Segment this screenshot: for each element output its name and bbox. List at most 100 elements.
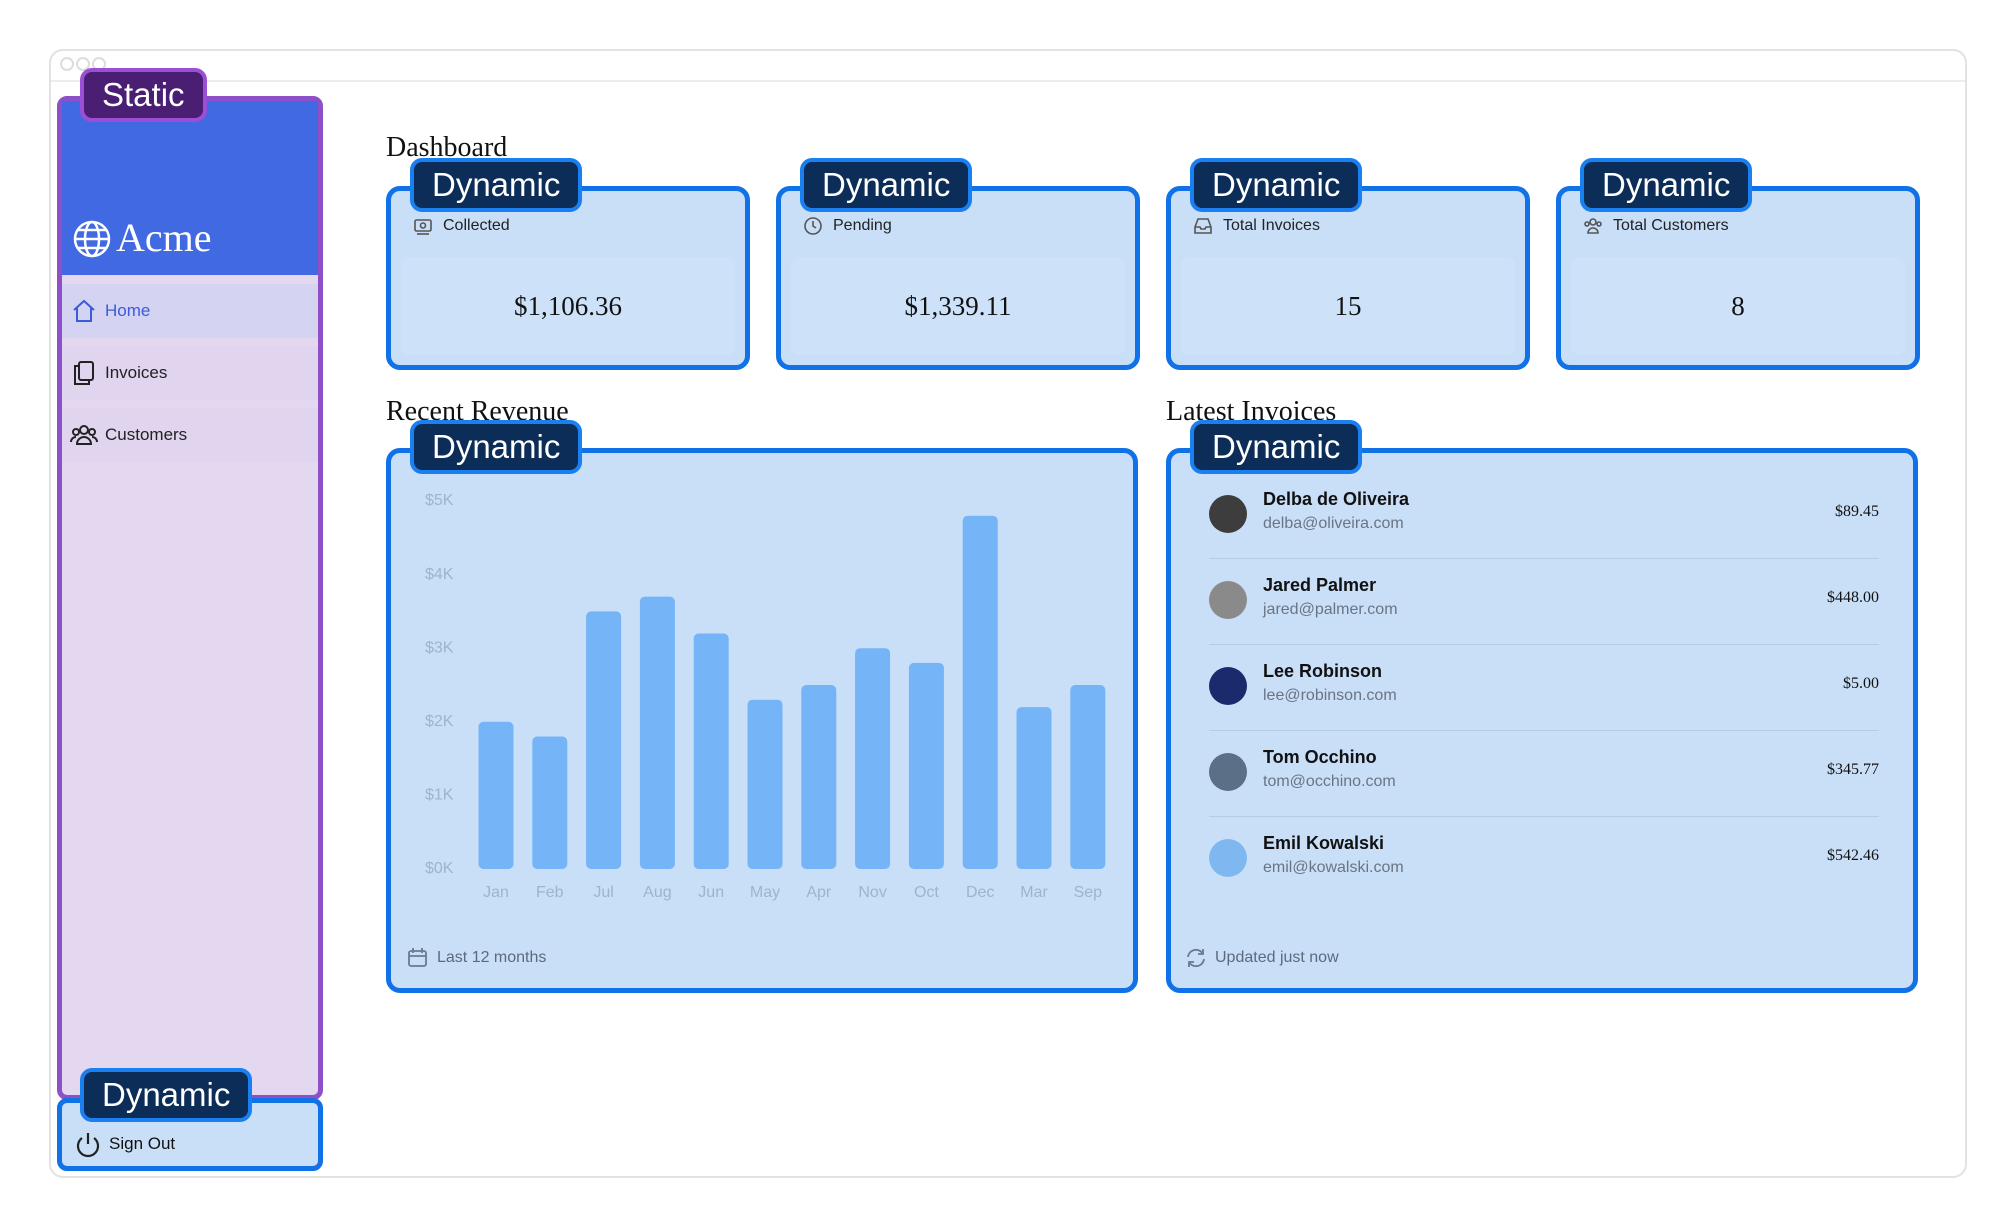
card-value: $1,339.11	[904, 291, 1012, 321]
card-icon	[1194, 218, 1212, 234]
window-frame	[49, 49, 1967, 1178]
invoice-amount: $89.45	[1835, 503, 1879, 520]
invoice-email: delba@oliveira.com	[1263, 515, 1404, 532]
invoices-panel: Delba de Oliveira delba@oliveira.com $89.4…	[1166, 448, 1918, 993]
invoice-amount: $5.00	[1843, 675, 1879, 692]
overlay-tag: Dynamic	[80, 1068, 253, 1122]
invoice-email: emil@kowalski.com	[1263, 859, 1404, 876]
stat-card: Pending $1,339.11	[776, 186, 1140, 370]
invoice-row: Lee Robinson lee@robinson.com $5.00	[1209, 645, 1879, 731]
card-value-area	[1571, 257, 1905, 355]
bar	[478, 721, 514, 869]
invoice-name: Lee Robinson	[1263, 661, 1383, 681]
invoice-row: Delba de Oliveira delba@oliveira.com $89.4…	[1209, 473, 1879, 559]
bar	[801, 685, 837, 869]
x-tick-label: Feb	[536, 884, 564, 901]
card-icon	[1584, 218, 1602, 234]
invoice-amount: $448.00	[1827, 589, 1879, 606]
bar	[908, 662, 944, 869]
invoice-row: Emil Kowalski emil@kowalski.com $542.46	[1209, 817, 1879, 903]
y-tick-label: $0K	[425, 860, 454, 877]
nav-text: Invoices	[105, 363, 168, 382]
x-tick-label: Apr	[806, 884, 832, 901]
invoices-footer: Updated just now	[1215, 949, 1339, 966]
card-value-area	[401, 257, 735, 355]
avatar	[1209, 495, 1247, 533]
bar	[532, 736, 568, 869]
overlay-tag: Static	[80, 68, 207, 122]
stat-card: Collected $1,106.36	[386, 186, 750, 370]
overlay-tag: Dynamic	[410, 420, 583, 474]
invoice-row: Tom Occhino tom@occhino.com $345.77	[1209, 731, 1879, 817]
nav-item[interactable]: Home	[62, 284, 318, 338]
invoice-email: tom@occhino.com	[1263, 773, 1396, 790]
nav-item[interactable]: Customers	[62, 408, 318, 462]
nav-icon	[73, 299, 95, 322]
card-label: Total Customers	[1613, 217, 1729, 234]
nav-item[interactable]: Invoices	[62, 346, 318, 400]
nav-icon	[74, 361, 94, 385]
x-tick-label: May	[750, 884, 780, 901]
bar	[855, 648, 891, 869]
bar	[962, 515, 998, 869]
nav-text: Customers	[105, 425, 188, 444]
bar	[747, 699, 783, 869]
overlay-tag: Dynamic	[1580, 158, 1753, 212]
card-label: Collected	[443, 217, 510, 234]
x-tick-label: Dec	[966, 884, 994, 901]
x-tick-label: Sep	[1074, 884, 1103, 901]
chart-footer: Last 12 months	[437, 949, 547, 966]
overlay-tag: Dynamic	[1190, 420, 1363, 474]
revenue-chart: $0K $1K $2K $3K $4K $5K Jan Feb Jul Aug Jun May Apr N…	[425, 492, 1106, 901]
y-tick-label: $2K	[425, 713, 454, 730]
dashboard-title: Dashboard	[386, 132, 508, 163]
sidebar-nav: Home Invoices Customers	[62, 284, 318, 474]
x-tick-label: Oct	[914, 884, 939, 901]
overlay-tag: Dynamic	[800, 158, 973, 212]
nav-icon	[70, 425, 98, 445]
avatar	[1209, 839, 1247, 877]
overlay-tag: Dynamic	[1190, 158, 1363, 212]
nav-text: Home	[105, 301, 151, 320]
y-tick-label: $5K	[425, 492, 454, 509]
bar	[693, 633, 729, 869]
avatar	[1209, 753, 1247, 791]
avatar	[1209, 667, 1247, 705]
refresh-icon	[1187, 948, 1205, 968]
calendar-icon	[408, 948, 427, 967]
stat-card: Total Invoices 15	[1166, 186, 1530, 370]
overlay-tag: Dynamic	[410, 158, 583, 212]
revenue-panel: $0K $1K $2K $3K $4K $5K Jan Feb Jul Aug Jun May Apr N…	[386, 448, 1138, 993]
bar	[1016, 707, 1052, 869]
x-tick-label: Aug	[643, 884, 671, 901]
sidebar-logo-area	[62, 101, 318, 275]
invoice-name: Tom Occhino	[1263, 747, 1377, 767]
x-tick-label: Jun	[698, 884, 724, 901]
y-tick-label: $3K	[425, 639, 454, 656]
card-value: 8	[1731, 291, 1745, 321]
invoice-amount: $345.77	[1827, 761, 1879, 778]
globe-icon	[73, 220, 111, 258]
sign-out-text: Sign Out	[109, 1134, 176, 1153]
card-icon	[804, 217, 822, 235]
invoice-email: lee@robinson.com	[1263, 687, 1397, 704]
card-value-area	[1181, 257, 1515, 355]
card-label: Pending	[833, 217, 892, 234]
stat-card: Total Customers 8	[1556, 186, 1920, 370]
invoice-name: Delba de Oliveira	[1263, 489, 1410, 509]
card-value-area	[791, 257, 1125, 355]
y-tick-label: $4K	[425, 566, 454, 583]
x-tick-label: Mar	[1020, 884, 1048, 901]
invoice-email: jared@palmer.com	[1263, 601, 1398, 618]
invoice-row: Jared Palmer jared@palmer.com $448.00	[1209, 559, 1879, 645]
invoice-name: Jared Palmer	[1263, 575, 1377, 595]
card-value: $1,106.36	[514, 291, 622, 321]
x-tick-label: Jul	[593, 884, 613, 901]
bar	[1070, 685, 1106, 869]
window-top-bar	[51, 80, 1965, 82]
bar	[639, 596, 675, 869]
power-icon	[76, 1133, 100, 1158]
invoice-name: Emil Kowalski	[1263, 833, 1385, 853]
card-label: Total Invoices	[1223, 217, 1320, 234]
